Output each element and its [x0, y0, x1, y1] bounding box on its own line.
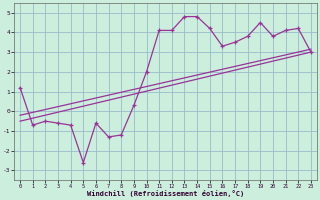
X-axis label: Windchill (Refroidissement éolien,°C): Windchill (Refroidissement éolien,°C) [87, 190, 244, 197]
